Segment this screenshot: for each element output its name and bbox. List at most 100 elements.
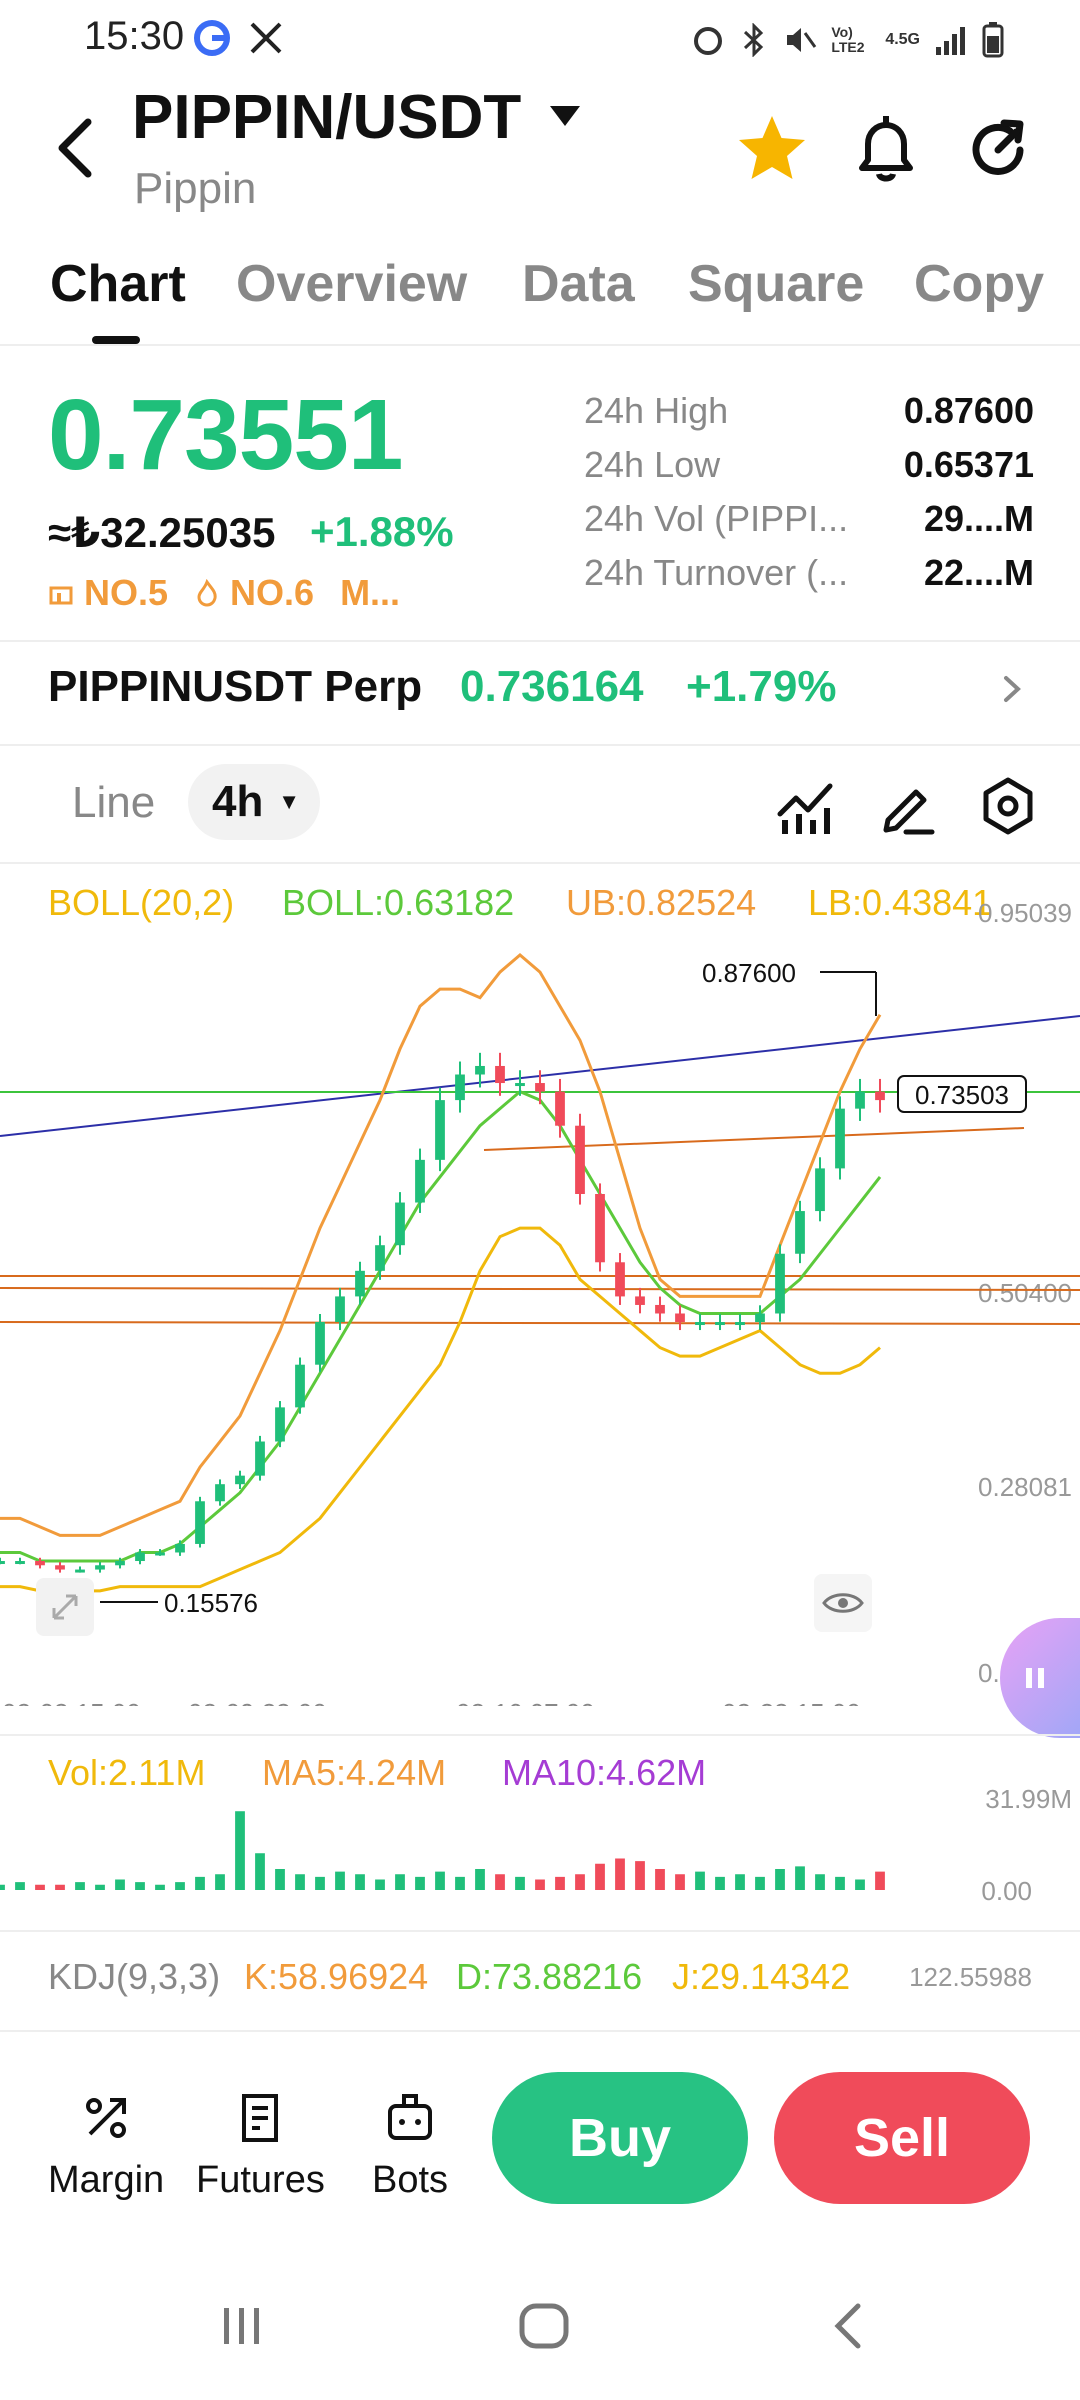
candle-body [495, 1065, 505, 1084]
pair-name: Pippin [134, 164, 257, 213]
visibility-button[interactable] [814, 1574, 872, 1632]
candle-body [415, 1159, 425, 1203]
volume-bar [435, 1871, 445, 1890]
x-icon [250, 22, 282, 54]
back-arrow-icon[interactable] [46, 108, 106, 188]
chevron-right-icon[interactable] [1000, 672, 1024, 706]
home-icon[interactable] [514, 2296, 574, 2356]
draw-pen-icon[interactable] [876, 774, 940, 838]
futures-button[interactable]: Futures [196, 2088, 325, 2202]
candle-body [335, 1296, 345, 1323]
tab-square[interactable]: Square [688, 255, 865, 313]
bell-icon[interactable] [846, 110, 926, 190]
refresh-icon[interactable] [958, 110, 1038, 190]
caret-down-icon[interactable] [548, 104, 582, 128]
rank-more-label: M... [340, 572, 401, 613]
volume-bar [795, 1866, 805, 1890]
tab-data[interactable]: Data [522, 255, 635, 313]
candle-body [835, 1108, 845, 1169]
line-mode-button[interactable]: Line [72, 778, 156, 827]
divider [0, 744, 1080, 746]
y-tick-label: 0.28081 [978, 1472, 1072, 1502]
stats-panel: 24h High 0.87600 24h Low 0.65371 24h Vol (… [584, 390, 1034, 606]
rank-volume[interactable]: NO.5 [48, 572, 168, 614]
volume-bar [275, 1868, 285, 1890]
battery-icon [982, 22, 1004, 58]
candle-body [595, 1193, 605, 1263]
signal-icon [936, 27, 965, 55]
expand-chart-button[interactable] [36, 1578, 94, 1636]
volume-bar [695, 1871, 705, 1890]
candle-body [435, 1100, 445, 1160]
boll-lower-band [0, 1226, 881, 1593]
rank-row: NO.5 NO.6 M... [48, 572, 400, 614]
tab-copy[interactable]: Copy [914, 255, 1044, 313]
current-price-label: 0.73503 [915, 1080, 1009, 1110]
candle-body [375, 1245, 385, 1271]
header: PIPPIN/USDT Pippin [0, 80, 1080, 230]
volume-bar [215, 1874, 225, 1890]
candle-body [115, 1561, 125, 1566]
boll-label: BOLL(20,2) [48, 882, 235, 923]
candle-body [875, 1091, 885, 1101]
volume-bar [75, 1882, 85, 1890]
boll-ub-value: UB:0.82524 [566, 882, 757, 923]
caret-down-icon: ▼ [278, 789, 300, 814]
perp-change: +1.79% [686, 662, 837, 711]
volume-bar [415, 1876, 425, 1890]
vol-ma5-label: MA5:4.24M [262, 1752, 447, 1793]
settings-hexagon-icon[interactable] [976, 774, 1040, 838]
candle-body [295, 1364, 305, 1408]
divider [0, 862, 1080, 864]
system-nav-bar [0, 2260, 1080, 2400]
indicator-icon[interactable] [774, 774, 838, 838]
back-nav-icon[interactable] [820, 2296, 880, 2356]
stat-value: 22....M [923, 552, 1034, 593]
volume-bar [175, 1882, 185, 1890]
pair-title[interactable]: PIPPIN/USDT [132, 83, 522, 152]
rank-more[interactable]: M... [340, 572, 400, 614]
interval-selector[interactable]: 4h ▼ [188, 764, 320, 840]
vol-label: Vol:2.11M [48, 1752, 206, 1793]
kdj-label: KDJ(9,3,3) [48, 1956, 221, 1997]
star-icon[interactable] [732, 110, 812, 190]
perp-price: 0.736164 [460, 662, 644, 711]
candle-body [455, 1074, 465, 1101]
volume-bar [835, 1876, 845, 1890]
volume-bar [395, 1874, 405, 1890]
bot-icon [388, 2094, 433, 2140]
alarm-icon [694, 27, 723, 55]
volume-bar [95, 1884, 105, 1890]
sell-button[interactable]: Sell [774, 2072, 1030, 2204]
candle-body [135, 1552, 145, 1562]
volume-bar [755, 1876, 765, 1890]
candle-body [15, 1561, 25, 1565]
stat-value: 0.65371 [903, 444, 1034, 485]
tab-overview[interactable]: Overview [236, 255, 468, 313]
bar-rank-icon [49, 586, 73, 605]
change-percent: +1.88% [310, 508, 454, 555]
divider [0, 1734, 1080, 1736]
candle-body [515, 1083, 525, 1087]
bots-button[interactable]: Bots [372, 2088, 448, 2202]
floating-assistant-button[interactable] [1000, 1618, 1080, 1738]
volume-bar [455, 1876, 465, 1890]
margin-label: Margin [48, 2159, 165, 2201]
recent-apps-icon[interactable] [212, 2296, 272, 2356]
futures-icon [242, 2094, 279, 2142]
chart-area[interactable]: BOLL(20,2) BOLL:0.63182 UB:0.82524 LB:0.… [0, 866, 1080, 2030]
price-chart-svg[interactable]: 0.95039 0.50400 0.28081 0.05762 0.87600 … [0, 866, 1080, 1706]
candle-body [755, 1313, 765, 1323]
tab-chart[interactable]: Chart [50, 255, 186, 313]
perp-row[interactable]: PIPPINUSDT Perp 0.736164 +1.79% [0, 656, 1080, 736]
perp-name: PIPPINUSDT Perp [48, 662, 423, 711]
horizontal-line-orange [483, 1127, 1025, 1151]
expand-icon [52, 1594, 78, 1620]
margin-button[interactable]: Margin [48, 2088, 164, 2202]
support-line-orange [0, 1287, 1080, 1291]
rank-hot[interactable]: NO.6 [194, 572, 314, 614]
buy-button[interactable]: Buy [492, 2072, 748, 2204]
volume-bar [495, 1874, 505, 1890]
candle-body [815, 1168, 825, 1212]
candle-body [215, 1484, 225, 1502]
